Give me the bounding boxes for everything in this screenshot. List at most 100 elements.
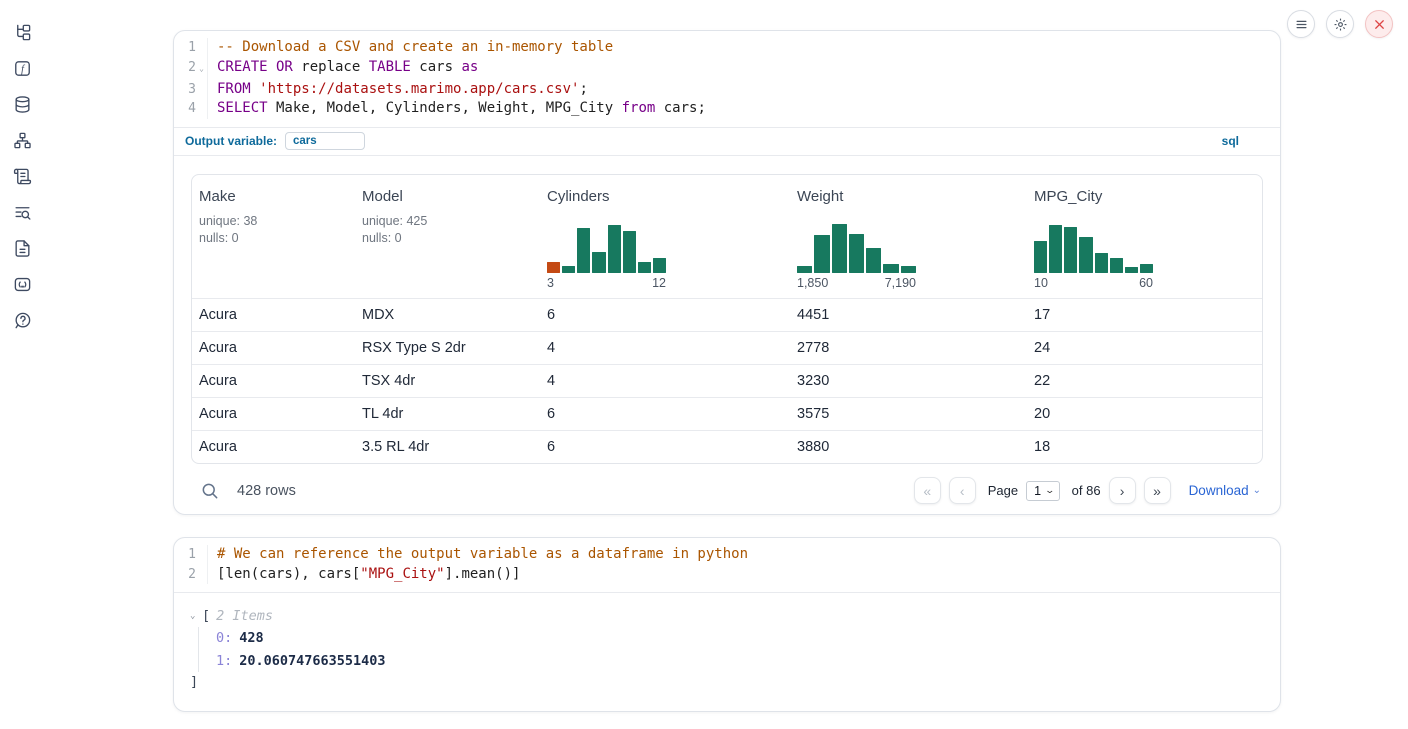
settings-button[interactable] (1326, 10, 1354, 38)
histogram-bar (607, 224, 621, 273)
sql-code-editor[interactable]: 1 -- Download a CSV and create an in-memo… (174, 31, 1280, 127)
table-row: Acura TSX 4dr 4 3230 22 (192, 363, 1262, 397)
code-line[interactable]: 4 SELECT Make, Model, Cylinders, Weight, … (174, 99, 1280, 119)
line-number: 1 (188, 547, 196, 562)
table-cell: 24 (1034, 339, 1051, 356)
first-page-button[interactable]: « (913, 477, 941, 504)
table-cell: 6 (547, 306, 556, 323)
last-page-button[interactable]: » (1143, 477, 1171, 504)
table-cell: 3575 (797, 405, 830, 422)
table-body: Acura MDX 6 4451 17 Acura RSX Type S 2dr 4 2778 2… (192, 297, 1262, 463)
code-line[interactable]: 3 FROM 'https://datasets.marimo.app/cars.… (174, 79, 1280, 100)
download-label: Download (1188, 483, 1249, 498)
histogram-bar (577, 227, 591, 273)
datasources-icon[interactable] (13, 95, 32, 114)
column-name[interactable]: MPG_City (1034, 187, 1103, 205)
table-cell: Acura (199, 339, 237, 356)
column-histogram: 10 60 (1034, 221, 1153, 290)
column-header: Model unique: 425 nulls: 0 (356, 175, 541, 298)
page-select-value: 1 (1034, 483, 1042, 498)
logs-icon[interactable] (13, 203, 32, 222)
table-cell: Acura (199, 438, 237, 455)
help-icon[interactable] (13, 311, 32, 330)
menu-button[interactable] (1287, 10, 1315, 38)
chevron-down-icon: ⌄ (1044, 485, 1056, 495)
table-cell: TL 4dr (362, 405, 404, 422)
table-footer: 428 rows « ‹ Page 1 ⌄ of 86 › » Download… (191, 473, 1263, 509)
column-name[interactable]: Weight (797, 187, 844, 205)
prev-page-button[interactable]: ‹ (948, 477, 976, 504)
histogram-bar (637, 261, 651, 273)
download-button[interactable]: Download ⌄ (1189, 483, 1261, 498)
fold-slot (196, 99, 207, 119)
column-header: Cylinders 3 12 (541, 175, 791, 298)
next-page-button[interactable]: › (1108, 477, 1136, 504)
code-text: SELECT Make, Model, Cylinders, Weight, M… (207, 99, 1280, 119)
snippets-icon[interactable] (13, 275, 32, 294)
tree-entries: 0: 428 1: 20.060747663551403 (198, 627, 1264, 672)
tree-entry-key: 1: (216, 652, 233, 669)
histogram-bar (900, 266, 916, 273)
histogram-bar (1079, 237, 1093, 273)
column-name[interactable]: Model (362, 187, 403, 205)
file-tree-icon[interactable] (13, 23, 32, 42)
histogram-bar (797, 266, 813, 273)
column-histogram: 1,850 7,190 (797, 221, 916, 290)
code-text: FROM 'https://datasets.marimo.app/cars.c… (207, 79, 1280, 99)
histogram-bar (1064, 227, 1078, 273)
table-cell: 20 (1034, 405, 1051, 422)
tree-open-bracket: [ (202, 608, 211, 624)
table-row: Acura 3.5 RL 4dr 6 3880 18 (192, 429, 1262, 463)
dependency-graph-icon[interactable] (13, 131, 32, 150)
sql-cell: 1 -- Download a CSV and create an in-memo… (173, 30, 1281, 515)
shutdown-button[interactable] (1365, 10, 1393, 38)
table-row: Acura TL 4dr 6 3575 20 (192, 396, 1262, 430)
fold-slot (196, 80, 207, 100)
table-row: Acura RSX Type S 2dr 4 2778 24 (192, 330, 1262, 364)
output-variable-input[interactable] (285, 131, 366, 150)
code-text: -- Download a CSV and create an in-memor… (207, 38, 1280, 58)
histogram-bar (883, 263, 899, 273)
tree-collapse-icon[interactable]: ⌄ (190, 611, 196, 621)
code-line[interactable]: 1 # We can reference the output variable … (174, 545, 1280, 565)
column-name[interactable]: Cylinders (547, 187, 610, 205)
fold-slot (196, 565, 207, 585)
documentation-icon[interactable] (13, 239, 32, 258)
sql-output-region: Make unique: 38 nulls: 0 Model unique: 425 nu… (174, 156, 1280, 509)
column-header: MPG_City 10 60 (1028, 175, 1262, 298)
histogram-bar (1094, 252, 1108, 273)
table-cell: 18 (1034, 438, 1051, 455)
pagination: « ‹ Page 1 ⌄ of 86 › » Download ⌄ (913, 477, 1261, 504)
histogram-bar (547, 262, 561, 273)
histogram-bar (622, 231, 636, 273)
fold-chevron-icon[interactable]: ⌄ (199, 63, 204, 73)
variables-icon[interactable]: f (13, 59, 32, 78)
column-name[interactable]: Make (199, 187, 236, 205)
page-select[interactable]: 1 ⌄ (1026, 480, 1060, 501)
table-cell: 4 (547, 339, 556, 356)
tree-close-bracket: ] (190, 674, 199, 690)
page-label: Page (987, 483, 1019, 498)
page-total: of 86 (1071, 483, 1101, 498)
search-icon[interactable] (200, 481, 220, 501)
line-number: 2 (188, 566, 196, 582)
table-cell: 4 (547, 372, 556, 389)
histogram-axis: 3 12 (547, 275, 666, 290)
column-summary: unique: 38 nulls: 0 (199, 213, 258, 245)
python-code-editor[interactable]: 1 # We can reference the output variable … (174, 538, 1280, 593)
svg-text:f: f (21, 64, 26, 75)
python-cell: 1 # We can reference the output variable … (173, 537, 1281, 712)
histogram-bar (562, 265, 576, 273)
code-line[interactable]: 1 -- Download a CSV and create an in-memo… (174, 38, 1280, 58)
row-count: 428 rows (237, 482, 296, 499)
table-cell: 22 (1034, 372, 1051, 389)
line-number: 3 (188, 81, 196, 97)
histogram-bar (848, 233, 865, 273)
table-cell: Acura (199, 405, 237, 422)
histogram-bar (1109, 258, 1123, 273)
code-line[interactable]: 2 [len(cars), cars["MPG_City"].mean()] (174, 564, 1280, 585)
chevron-down-icon: ⌄ (1252, 485, 1261, 496)
scratchpad-icon[interactable] (13, 167, 32, 186)
table-cell: MDX (362, 306, 395, 323)
code-line[interactable]: 2 ⌄ CREATE OR replace TABLE cars as (174, 57, 1280, 80)
